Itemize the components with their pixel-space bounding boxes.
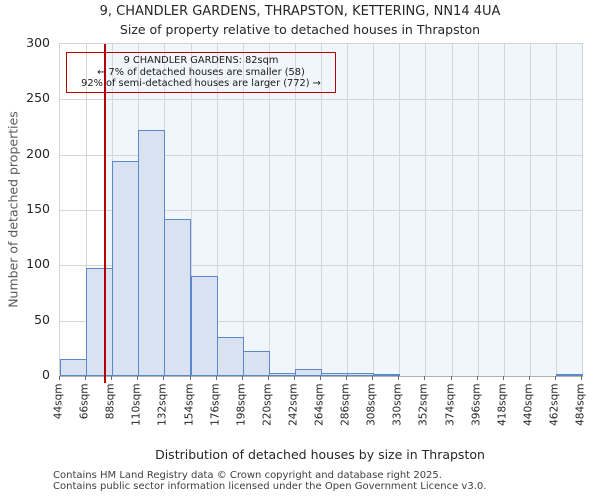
x-tick-mark bbox=[267, 376, 269, 380]
x-tick-label: 198sqm bbox=[235, 383, 248, 426]
x-tick-label: 110sqm bbox=[130, 383, 143, 426]
y-tick-label: 150 bbox=[26, 201, 50, 216]
x-tick-mark bbox=[450, 376, 452, 380]
x-tick-label: 176sqm bbox=[209, 383, 222, 426]
x-tick-mark bbox=[111, 376, 113, 380]
x-tick-label: 462sqm bbox=[548, 383, 561, 426]
x-tick-mark bbox=[137, 376, 139, 380]
histogram-bar bbox=[347, 372, 375, 376]
x-tick-label: 440sqm bbox=[522, 383, 535, 426]
x-tick-label: 286sqm bbox=[339, 383, 352, 426]
x-tick-mark bbox=[502, 376, 504, 380]
x-tick-mark bbox=[59, 376, 60, 380]
x-tick-mark bbox=[346, 376, 348, 380]
histogram-bar bbox=[242, 350, 270, 376]
x-tick-mark bbox=[293, 376, 295, 380]
gridline-horizontal bbox=[60, 320, 582, 322]
x-tick-mark bbox=[476, 376, 478, 380]
footer-attribution-line-1: Contains HM Land Registry data © Crown c… bbox=[53, 470, 442, 481]
x-tick-mark bbox=[554, 376, 556, 380]
x-tick-label: 308sqm bbox=[365, 383, 378, 426]
y-tick-label: 300 bbox=[26, 35, 50, 50]
gridline-horizontal bbox=[60, 99, 582, 101]
x-tick-mark bbox=[528, 376, 530, 380]
x-tick-label: 242sqm bbox=[287, 383, 300, 426]
x-tick-label: 330sqm bbox=[391, 383, 404, 426]
x-tick-label: 66sqm bbox=[78, 383, 91, 420]
footer-attribution-line-2: Contains public sector information licen… bbox=[53, 481, 487, 492]
x-tick-mark bbox=[398, 376, 400, 380]
histogram-bar bbox=[112, 161, 140, 376]
x-tick-mark bbox=[320, 376, 321, 380]
x-axis-title: Distribution of detached houses by size … bbox=[155, 447, 485, 462]
chart-title: 9, CHANDLER GARDENS, THRAPSTON, KETTERIN… bbox=[99, 4, 501, 19]
x-tick-label: 484sqm bbox=[574, 383, 587, 426]
x-tick-mark bbox=[241, 376, 243, 380]
x-tick-label: 88sqm bbox=[104, 383, 117, 420]
x-tick-label: 374sqm bbox=[444, 383, 456, 426]
x-tick-label: 418sqm bbox=[496, 383, 509, 426]
histogram-bar bbox=[86, 267, 114, 376]
x-tick-mark bbox=[189, 376, 191, 380]
histogram-bar bbox=[555, 373, 583, 376]
x-tick-mark bbox=[163, 376, 165, 380]
histogram-bar bbox=[164, 218, 192, 376]
x-tick-label: 220sqm bbox=[261, 383, 274, 426]
histogram-bar bbox=[294, 369, 322, 376]
plot-area: 9 CHANDLER GARDENS: 82sqm ← 7% of detach… bbox=[59, 43, 583, 383]
gridline-horizontal bbox=[60, 265, 582, 267]
histogram-bar bbox=[138, 130, 166, 376]
x-tick-label: 396sqm bbox=[470, 383, 483, 426]
annotation-line-3: 92% of semi-detached houses are larger (… bbox=[81, 78, 321, 89]
histogram-bar bbox=[60, 359, 88, 376]
y-tick-label: 0 bbox=[42, 367, 50, 382]
x-tick-label: 132sqm bbox=[156, 383, 169, 426]
x-tick-mark bbox=[85, 376, 87, 380]
y-tick-label: 50 bbox=[34, 311, 50, 327]
annotation-line-2: ← 7% of detached houses are smaller (58) bbox=[97, 66, 305, 78]
histogram-bar bbox=[321, 372, 349, 376]
x-tick-mark bbox=[372, 376, 374, 380]
annotation-box: 9 CHANDLER GARDENS: 82sqm ← 7% of detach… bbox=[66, 52, 336, 93]
x-tick-mark bbox=[581, 376, 582, 380]
x-tick-label: 44sqm bbox=[52, 383, 65, 420]
y-tick-label: 250 bbox=[26, 90, 50, 106]
histogram-bar bbox=[268, 372, 296, 376]
histogram-bar bbox=[190, 276, 218, 376]
y-tick-label: 100 bbox=[26, 256, 50, 272]
x-tick-mark bbox=[215, 376, 217, 380]
histogram-bar bbox=[373, 374, 401, 376]
y-tick-label: 200 bbox=[26, 145, 50, 161]
annotation-line-1: 9 CHANDLER GARDENS: 82sqm bbox=[123, 55, 279, 66]
chart-subtitle: Size of property relative to detached ho… bbox=[119, 22, 481, 37]
x-tick-label: 264sqm bbox=[313, 383, 326, 426]
property-size-marker-line bbox=[104, 44, 107, 383]
x-tick-mark bbox=[424, 376, 426, 380]
x-tick-label: 352sqm bbox=[417, 383, 430, 426]
x-tick-label: 154sqm bbox=[183, 383, 195, 426]
histogram-bar bbox=[216, 337, 244, 376]
gridline-horizontal bbox=[60, 154, 582, 156]
gridline-horizontal bbox=[60, 210, 582, 211]
